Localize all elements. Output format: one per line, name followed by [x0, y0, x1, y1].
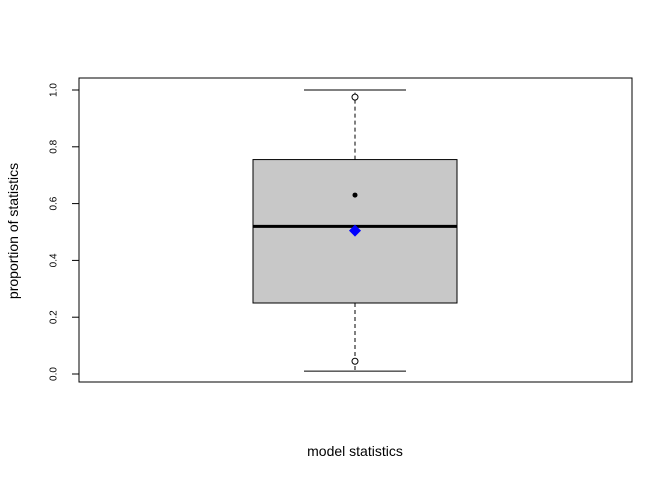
x-axis-title: model statistics: [307, 443, 403, 459]
data-point: [352, 192, 358, 198]
y-tick-label: 0.0: [49, 367, 60, 381]
y-tick-label: 0.8: [49, 139, 60, 153]
box-plot: [252, 89, 458, 372]
outlier-point: [351, 93, 359, 101]
outlier-point: [351, 357, 359, 365]
y-tick-label: 0.4: [49, 253, 60, 267]
mean-marker: [349, 224, 361, 237]
y-tick-label: 1.0: [49, 83, 60, 97]
y-axis: 0.0 0.2 0.4 0.6 0.8 1.0: [49, 83, 80, 381]
y-axis-title: proportion of statistics: [5, 163, 21, 299]
y-tick-label: 0.6: [49, 196, 60, 210]
y-tick-label: 0.2: [49, 310, 60, 324]
